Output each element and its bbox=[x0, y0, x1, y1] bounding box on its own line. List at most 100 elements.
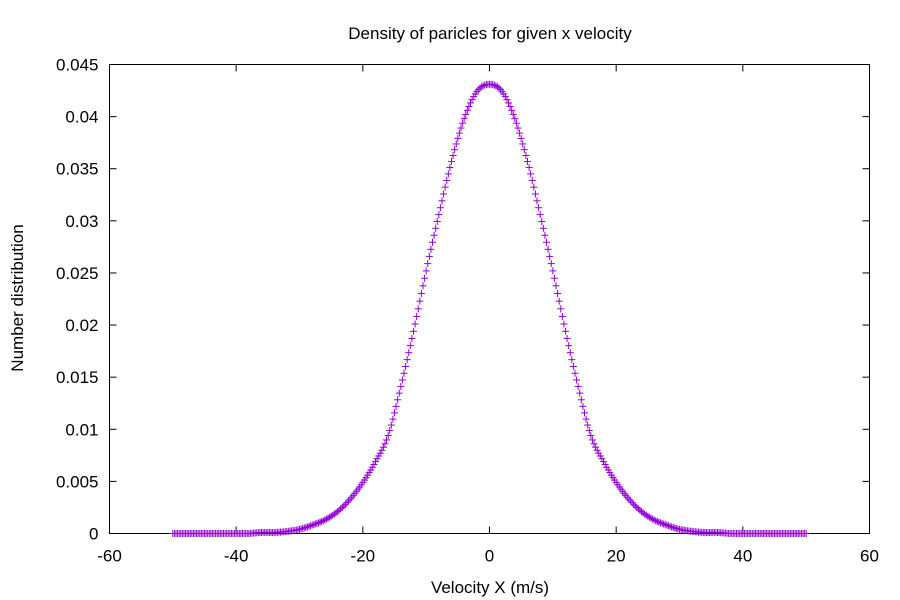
data-point bbox=[562, 327, 569, 335]
data-point bbox=[531, 190, 539, 198]
data-point bbox=[405, 349, 413, 357]
data-point bbox=[569, 363, 577, 371]
data-point bbox=[628, 499, 636, 507]
data-point bbox=[402, 363, 410, 371]
data-point bbox=[391, 409, 398, 417]
data-point bbox=[341, 500, 349, 508]
data-point bbox=[554, 289, 562, 297]
data-point bbox=[600, 458, 607, 466]
data-point bbox=[560, 320, 568, 328]
data-point bbox=[520, 146, 528, 154]
data-point bbox=[552, 282, 560, 290]
data-point bbox=[539, 224, 547, 232]
data-point bbox=[305, 522, 313, 530]
data-point bbox=[527, 170, 535, 178]
data-point bbox=[544, 245, 552, 253]
data-point bbox=[376, 449, 384, 457]
data-point bbox=[802, 530, 810, 537]
data-point bbox=[441, 183, 449, 191]
data-point bbox=[335, 506, 343, 514]
data-point bbox=[490, 81, 498, 89]
data-point bbox=[394, 396, 402, 404]
data-point bbox=[318, 517, 326, 525]
data-point bbox=[663, 521, 671, 529]
data-point bbox=[465, 103, 473, 111]
data-point bbox=[436, 204, 444, 212]
data-point bbox=[666, 522, 674, 530]
data-point bbox=[440, 190, 448, 198]
data-point bbox=[395, 389, 403, 397]
data-point bbox=[411, 320, 419, 328]
data-point bbox=[398, 376, 406, 384]
data-point bbox=[370, 460, 378, 468]
data-point bbox=[657, 519, 664, 527]
data-point bbox=[462, 110, 470, 118]
data-point bbox=[631, 502, 639, 510]
data-point bbox=[550, 274, 558, 282]
data-point bbox=[587, 432, 595, 440]
data-point bbox=[460, 115, 468, 123]
data-point bbox=[522, 151, 530, 159]
data-point bbox=[653, 517, 661, 525]
data-point bbox=[392, 402, 400, 410]
data-point bbox=[449, 151, 457, 159]
x-tick-label: -60 bbox=[97, 547, 122, 566]
y-tick-label: 0.01 bbox=[65, 420, 98, 439]
data-point bbox=[660, 520, 668, 528]
data-point bbox=[536, 211, 544, 219]
data-point bbox=[467, 99, 474, 107]
data-point bbox=[308, 521, 316, 529]
data-point bbox=[348, 493, 356, 501]
data-point bbox=[379, 443, 387, 451]
data-point bbox=[558, 312, 566, 320]
data-point bbox=[588, 436, 596, 444]
data-point bbox=[307, 522, 315, 530]
data-point bbox=[573, 376, 581, 384]
data-point bbox=[346, 495, 354, 503]
chart-title: Density of paricles for given x velocity bbox=[348, 24, 632, 43]
data-point bbox=[432, 224, 440, 232]
data-point bbox=[547, 260, 555, 268]
data-point bbox=[313, 519, 321, 527]
x-tick-label: 40 bbox=[733, 547, 752, 566]
data-point bbox=[454, 134, 462, 142]
data-point bbox=[512, 119, 520, 127]
data-point bbox=[303, 523, 311, 531]
data-point bbox=[576, 389, 584, 397]
data-point bbox=[530, 183, 538, 191]
data-point bbox=[593, 446, 601, 454]
data-point bbox=[541, 231, 549, 239]
data-point bbox=[381, 440, 389, 448]
data-point bbox=[315, 519, 322, 527]
data-point bbox=[598, 455, 606, 463]
data-point bbox=[457, 124, 465, 132]
data-point bbox=[582, 415, 590, 423]
data-point bbox=[383, 436, 391, 444]
data-point bbox=[444, 170, 452, 178]
data-point bbox=[508, 106, 516, 114]
data-point bbox=[403, 356, 411, 364]
data-point bbox=[650, 516, 658, 524]
data-point bbox=[300, 524, 308, 532]
data-point bbox=[503, 96, 511, 104]
data-point bbox=[549, 267, 557, 275]
data-point bbox=[543, 238, 550, 246]
x-tick-label: 60 bbox=[860, 547, 879, 566]
data-point bbox=[525, 164, 533, 172]
data-point bbox=[505, 99, 512, 107]
data-point bbox=[581, 409, 588, 417]
data-point bbox=[463, 106, 471, 114]
data-point bbox=[311, 520, 319, 528]
data-point bbox=[514, 124, 522, 132]
data-point bbox=[433, 217, 441, 225]
data-point bbox=[474, 86, 482, 94]
data-point bbox=[451, 146, 459, 154]
y-tick-label: 0.045 bbox=[56, 56, 99, 75]
y-tick-label: 0.02 bbox=[65, 316, 98, 335]
data-point bbox=[345, 497, 353, 505]
data-point bbox=[511, 115, 519, 123]
data-point bbox=[478, 83, 486, 91]
data-point bbox=[592, 443, 600, 451]
data-point bbox=[669, 523, 677, 531]
x-tick-label: 0 bbox=[485, 547, 494, 566]
